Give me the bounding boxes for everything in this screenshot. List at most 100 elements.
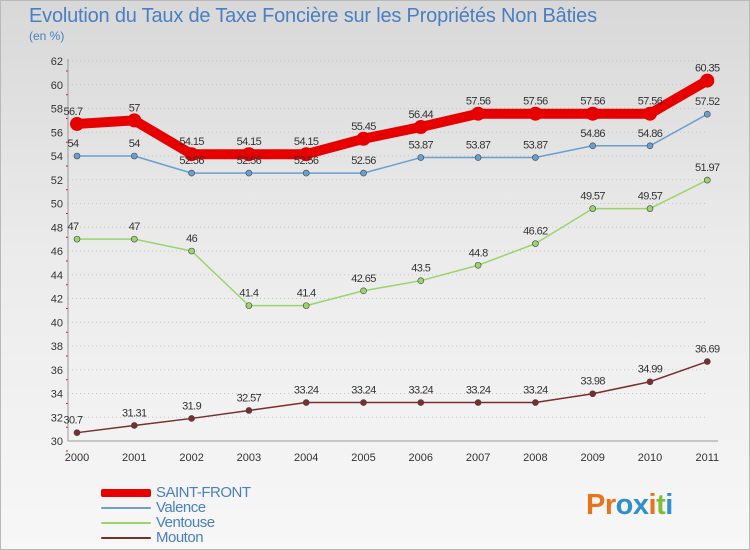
y-tick-label: 32: [51, 412, 63, 424]
data-point: [241, 147, 256, 162]
data-point: [360, 399, 367, 406]
data-label: 33.98: [580, 376, 605, 388]
data-point: [245, 407, 253, 414]
data-label: 60.35: [695, 63, 720, 75]
data-label: 57.56: [523, 96, 548, 108]
legend-swatch: [101, 537, 151, 539]
data-point: [73, 429, 81, 436]
series-line-mouton: [76, 360, 709, 434]
data-point: [413, 120, 428, 135]
proxiti-logo[interactable]: Proxiti: [586, 489, 673, 522]
y-tick-label: 52: [51, 175, 63, 187]
y-tick-label: 38: [51, 341, 63, 353]
data-label: 52.56: [237, 155, 262, 167]
x-tick-label: 2009: [580, 452, 604, 464]
data-label: 43.5: [411, 263, 430, 275]
data-label: 56.44: [409, 109, 434, 121]
series-line-ventouse: [76, 179, 709, 307]
data-label: 32.57: [237, 392, 262, 404]
y-tick-label: 54: [51, 151, 63, 163]
data-label: 57.56: [580, 96, 605, 108]
data-label: 51.97: [695, 162, 720, 174]
legend-label: Valence: [156, 499, 206, 516]
data-point: [585, 106, 600, 121]
data-label: 57.56: [638, 96, 663, 108]
data-point: [245, 169, 253, 177]
x-tick-label: 2007: [466, 452, 490, 464]
y-tick-label: 60: [51, 80, 63, 92]
data-point: [703, 110, 711, 118]
data-label: 31.31: [122, 407, 147, 419]
y-tick-label: 34: [51, 389, 63, 401]
data-label: 44.8: [469, 247, 488, 259]
legend-label: SAINT-FRONT: [156, 484, 251, 501]
data-label: 53.87: [409, 140, 434, 152]
data-label: 52.56: [351, 155, 376, 167]
y-tick-label: 44: [51, 270, 63, 282]
y-tick-label: 62: [51, 56, 63, 68]
data-point: [700, 73, 715, 88]
data-label: 33.24: [466, 385, 491, 397]
data-label: 33.24: [409, 385, 434, 397]
data-point: [528, 106, 543, 121]
data-label: 36.69: [695, 344, 720, 356]
x-tick-label: 2002: [179, 452, 203, 464]
data-point: [127, 113, 142, 128]
data-point: [646, 142, 654, 150]
data-label: 52.56: [179, 155, 204, 167]
data-label: 33.24: [351, 385, 376, 397]
legend-label: Mouton: [156, 529, 204, 546]
data-point: [646, 205, 654, 212]
data-point: [245, 302, 253, 309]
data-label: 41.4: [239, 288, 258, 300]
data-point: [299, 147, 314, 162]
x-tick-label: 2006: [409, 452, 433, 464]
data-point: [188, 169, 195, 177]
data-point: [474, 154, 482, 161]
x-tick-label: 2004: [294, 452, 318, 464]
x-tick-label: 2008: [523, 452, 547, 464]
data-label: 57.52: [695, 96, 720, 108]
data-label: 53.87: [523, 140, 548, 152]
data-label: 54.15: [237, 136, 262, 148]
data-label: 57: [129, 102, 141, 114]
data-point: [70, 116, 84, 131]
data-label: 33.24: [523, 385, 548, 397]
data-label: 52.56: [294, 155, 319, 167]
data-label: 46.62: [523, 226, 548, 238]
data-point: [417, 399, 425, 406]
data-label: 54: [129, 138, 141, 150]
data-label: 49.57: [580, 191, 605, 203]
data-point: [474, 261, 482, 269]
data-label: 54: [67, 138, 79, 150]
data-label: 49.57: [638, 191, 663, 203]
chart-subtitle: (en %): [29, 29, 65, 43]
logo-letter: o: [615, 489, 634, 521]
legend-label: Ventouse: [156, 514, 215, 531]
data-point: [643, 106, 657, 121]
chart-title: Evolution du Taux de Taxe Foncière sur l…: [29, 5, 597, 27]
legend-swatch: [101, 507, 151, 509]
y-tick-label: 30: [51, 436, 63, 448]
data-point: [302, 169, 310, 177]
data-point: [589, 390, 597, 398]
data-label: 42.65: [351, 273, 376, 285]
y-tick-label: 50: [51, 199, 63, 211]
data-point: [703, 176, 711, 184]
data-label: 55.45: [351, 121, 376, 133]
data-point: [474, 399, 482, 406]
y-tick-label: 36: [51, 365, 63, 377]
y-tick-label: 56: [51, 127, 63, 139]
data-point: [532, 154, 539, 161]
data-label: 56.7: [63, 106, 82, 118]
logo-letter: i: [648, 489, 657, 521]
data-point: [188, 415, 195, 422]
data-label: 30.7: [63, 415, 82, 427]
data-label: 53.87: [466, 140, 491, 152]
y-tick-label: 58: [51, 104, 63, 116]
y-tick-label: 48: [51, 222, 63, 234]
logo-letter: r: [604, 489, 616, 521]
data-label: 54.15: [294, 136, 319, 148]
